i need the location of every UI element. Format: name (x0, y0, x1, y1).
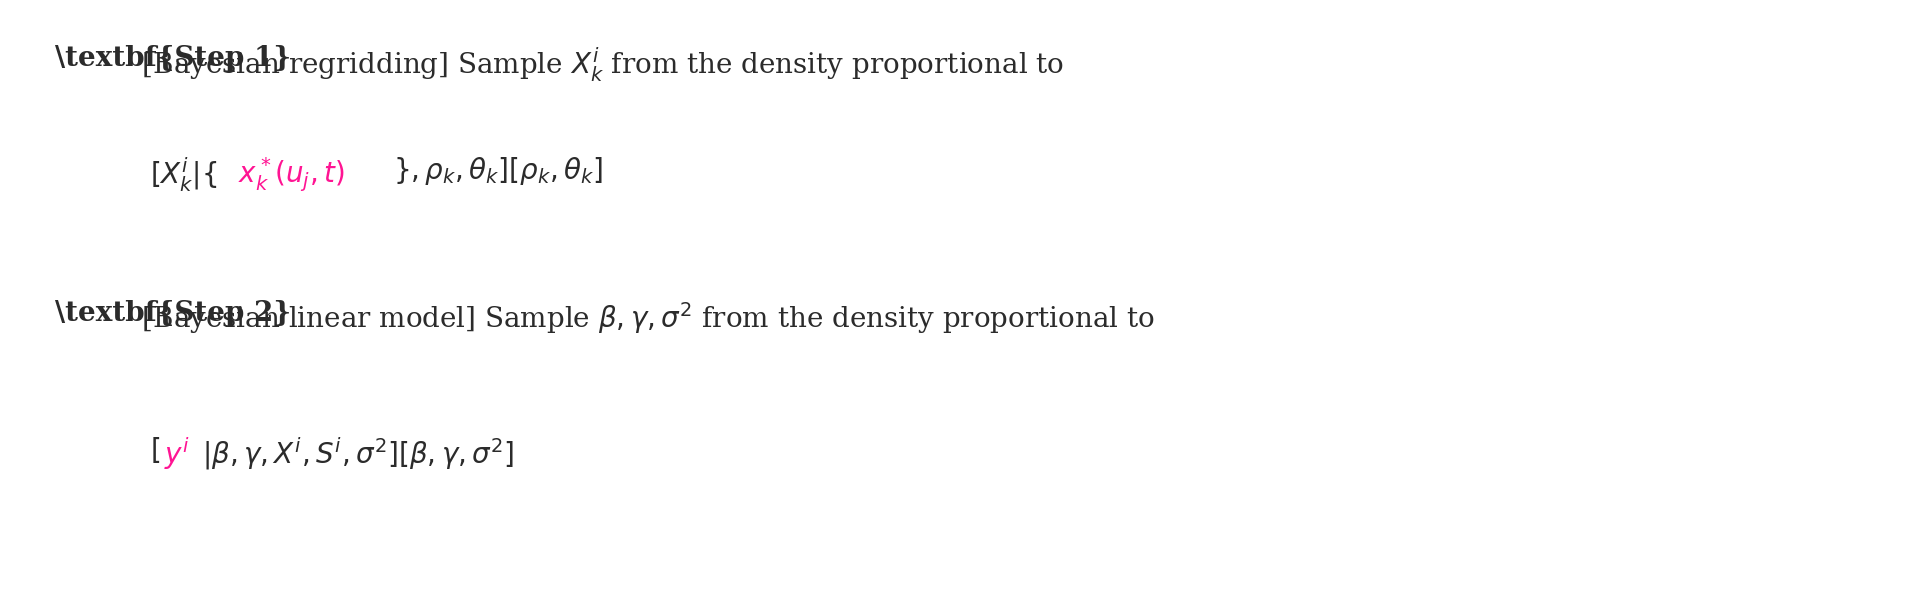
Text: $\},\rho_k,\theta_k][\rho_k,\theta_k]$: $\},\rho_k,\theta_k][\rho_k,\theta_k]$ (394, 155, 603, 187)
Text: $[$: $[$ (150, 435, 159, 465)
Text: [Bayesian linear model] Sample $\beta,\gamma,\sigma^2$ from the density proporti: [Bayesian linear model] Sample $\beta,\g… (132, 300, 1156, 336)
Text: $x_k^*(u_j,t)$: $x_k^*(u_j,t)$ (238, 155, 344, 194)
Text: $[X_k^i|\{$: $[X_k^i|\{$ (150, 155, 217, 194)
Text: $y^i$: $y^i$ (163, 435, 190, 472)
Text: $|\beta,\gamma,X^i,S^i,\sigma^2][\beta,\gamma,\sigma^2]$: $|\beta,\gamma,X^i,S^i,\sigma^2][\beta,\… (202, 435, 515, 472)
Text: \textbf{Step 2}: \textbf{Step 2} (56, 300, 292, 327)
Text: [Bayesian regridding] Sample $X_k^i$ from the density proportional to: [Bayesian regridding] Sample $X_k^i$ fro… (132, 45, 1064, 84)
Text: \textbf{Step 1}: \textbf{Step 1} (56, 45, 292, 72)
